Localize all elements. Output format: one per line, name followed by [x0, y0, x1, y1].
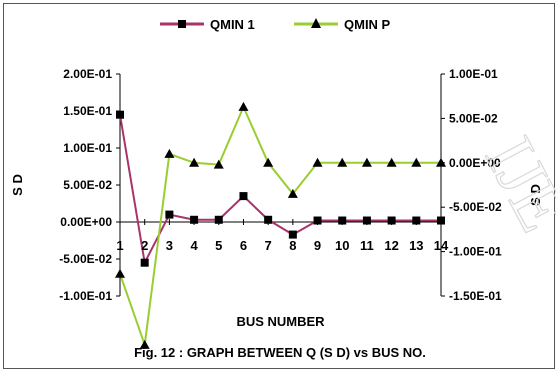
- legend: QMIN 1 QMIN P: [160, 17, 391, 32]
- point-marker-triangle: [263, 157, 274, 167]
- point-marker-square: [313, 216, 322, 225]
- y-axis-title-left: S D: [10, 174, 25, 196]
- series-line-2: [119, 104, 441, 346]
- point-marker-triangle: [164, 148, 175, 158]
- x-tick-label: 11: [360, 238, 374, 253]
- y-left-tick-label: 1.00E-01: [63, 141, 112, 155]
- x-tick-label: 9: [314, 238, 321, 253]
- point-marker-square: [362, 216, 371, 225]
- figure-caption: Fig. 12 : GRAPH BETWEEN Q (S D) vs BUS N…: [134, 345, 426, 360]
- x-tick-label: 4: [190, 238, 198, 253]
- series-layer: [115, 101, 446, 349]
- legend-marker-triangle: [311, 18, 321, 28]
- y-left-tick-label: 5.00E-02: [63, 178, 112, 192]
- point-marker-triangle: [287, 188, 298, 198]
- point-marker-triangle: [337, 157, 348, 167]
- y-right-tick-label: -1.00E-01: [449, 245, 502, 259]
- point-marker-triangle: [189, 157, 200, 167]
- x-tick-label: 5: [215, 238, 222, 253]
- point-marker-square: [190, 215, 199, 224]
- legend-marker-square: [178, 20, 186, 28]
- point-marker-square: [338, 216, 347, 225]
- legend-label-1: QMIN 1: [210, 17, 255, 32]
- x-tick-label: 8: [289, 238, 296, 253]
- point-marker-square: [288, 230, 297, 239]
- x-tick-label: 12: [384, 238, 398, 253]
- y-left-tick-label: 0.00E+00: [60, 215, 112, 229]
- point-marker-triangle: [436, 157, 446, 167]
- series-line-1: [119, 114, 441, 266]
- x-tick-label: 2: [141, 238, 148, 253]
- x-tick-label: 3: [166, 238, 173, 253]
- point-marker-triangle: [411, 157, 422, 167]
- point-marker-square: [214, 215, 223, 224]
- x-tick-label: 1: [116, 238, 123, 253]
- y-axis-title-right: S D: [528, 184, 543, 206]
- y-right-tick-label: -5.00E-02: [449, 200, 502, 214]
- chart-frame: QMIN 1 QMIN P 2.00E-01 1.50E-01 1.00E-01 5.0…: [3, 3, 556, 369]
- y-left-tick-label: 2.00E-01: [63, 67, 112, 81]
- y-right-tick-label: 0.00E+00: [449, 156, 501, 170]
- x-axis-title: BUS NUMBER: [236, 314, 325, 329]
- point-marker-triangle: [312, 157, 323, 167]
- point-marker-triangle: [238, 101, 249, 111]
- y-left-tick-label: -5.00E-02: [59, 252, 112, 266]
- y-left-tick-label: -1.00E-01: [59, 289, 112, 303]
- point-marker-square: [165, 210, 174, 219]
- legend-label-2: QMIN P: [344, 17, 391, 32]
- x-tick-label: 13: [409, 238, 423, 253]
- point-marker-square: [116, 110, 124, 119]
- x-tick-label: 6: [240, 238, 247, 253]
- x-tick-label: 10: [335, 238, 349, 253]
- point-marker-square: [437, 216, 445, 225]
- x-tick-label: 7: [265, 238, 272, 253]
- line-chart: QMIN 1 QMIN P 2.00E-01 1.50E-01 1.00E-01 5.0…: [10, 17, 543, 360]
- point-marker-triangle: [213, 159, 224, 169]
- point-marker-square: [140, 258, 149, 267]
- y-right-tick-label: 1.00E-01: [449, 67, 498, 81]
- point-marker-triangle: [139, 339, 150, 349]
- x-tick-label: 14: [434, 238, 449, 253]
- y-left-tick-label: 1.50E-01: [63, 104, 112, 118]
- point-marker-square: [264, 215, 273, 224]
- point-marker-square: [412, 216, 421, 225]
- point-marker-square: [387, 216, 396, 225]
- labels: 2.00E-01 1.50E-01 1.00E-01 5.00E-02 0.00E+00…: [10, 67, 543, 360]
- point-marker-triangle: [361, 157, 372, 167]
- point-marker-square: [239, 192, 248, 201]
- y-right-tick-label: 5.00E-02: [449, 111, 498, 125]
- y-right-tick-label: -1.50E-01: [449, 289, 502, 303]
- point-marker-triangle: [115, 268, 125, 278]
- point-marker-triangle: [386, 157, 397, 167]
